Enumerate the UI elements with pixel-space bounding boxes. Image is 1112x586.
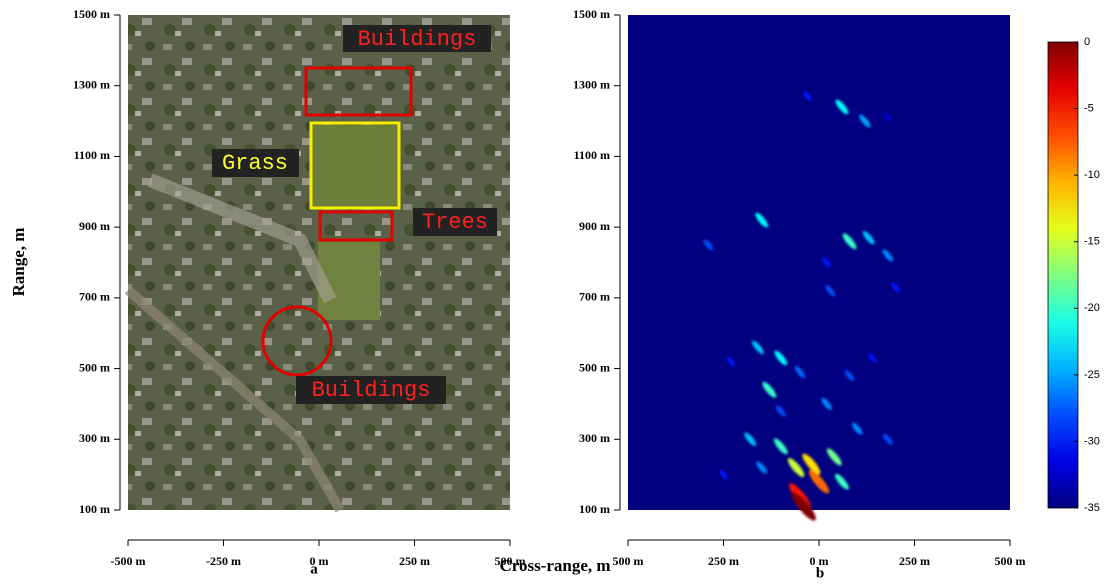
y-axis-label: Range, m: [9, 228, 28, 297]
y-tick-label: 1500 m: [573, 7, 610, 21]
heatmap-background: [628, 15, 1010, 510]
y-tick-label: 900 m: [579, 219, 610, 233]
y-tick-label: 100 m: [579, 502, 610, 516]
y-tick-label: 1500 m: [73, 7, 110, 21]
x-tick-label: 500 m: [613, 554, 644, 568]
y-tick-label: 500 m: [79, 360, 110, 374]
y-tick-label: 1100 m: [74, 148, 110, 162]
x-tick-label: -250 m: [206, 554, 241, 568]
annotation: Grass: [222, 151, 288, 176]
y-tick-label: 900 m: [79, 219, 110, 233]
annotation: Buildings: [358, 27, 477, 52]
y-tick-label: 1100 m: [574, 148, 610, 162]
x-tick-label: 250 m: [399, 554, 430, 568]
y-tick-label: 300 m: [79, 431, 110, 445]
satellite-image: Buildings Grass Trees Buildings: [128, 15, 510, 510]
y-tick-label: 500 m: [579, 360, 610, 374]
annotation: Trees: [422, 210, 488, 235]
y-tick-label: 1300 m: [73, 77, 110, 91]
y-tick-label: 700 m: [79, 290, 110, 304]
colorbar-tick-label: -20: [1084, 302, 1100, 314]
colorbar-tick-label: -25: [1084, 369, 1100, 381]
x-tick-label: 500 m: [995, 554, 1026, 568]
page: {"chart_data":[ {"type":"image","panel_l…: [0, 0, 1112, 586]
annotation: Buildings: [312, 378, 431, 403]
colorbar-tick-label: -30: [1084, 435, 1100, 447]
x-tick-label: -500 m: [111, 554, 146, 568]
x-tick-label: 0 m: [810, 554, 829, 568]
y-tick-label: 700 m: [579, 290, 610, 304]
colorbar-tick-label: -35: [1084, 502, 1100, 514]
colorbar-tick-label: 0: [1084, 36, 1090, 48]
colorbar: [1048, 42, 1078, 508]
y-tick-label: 100 m: [79, 502, 110, 516]
colorbar-tick-label: -5: [1084, 102, 1094, 114]
y-tick-label: 1300 m: [573, 77, 610, 91]
panel-label: b: [816, 565, 824, 581]
colorbar-tick-label: -15: [1084, 236, 1100, 248]
x-tick-label: 0 m: [310, 554, 329, 568]
colorbar-tick-label: -10: [1084, 169, 1100, 181]
x-tick-label: 250 m: [708, 554, 739, 568]
x-tick-label: 250 m: [899, 554, 930, 568]
figure: Buildings Grass Trees Buildings Range, m…: [0, 0, 1112, 586]
y-tick-label: 300 m: [579, 431, 610, 445]
x-tick-label: 500 m: [495, 554, 526, 568]
